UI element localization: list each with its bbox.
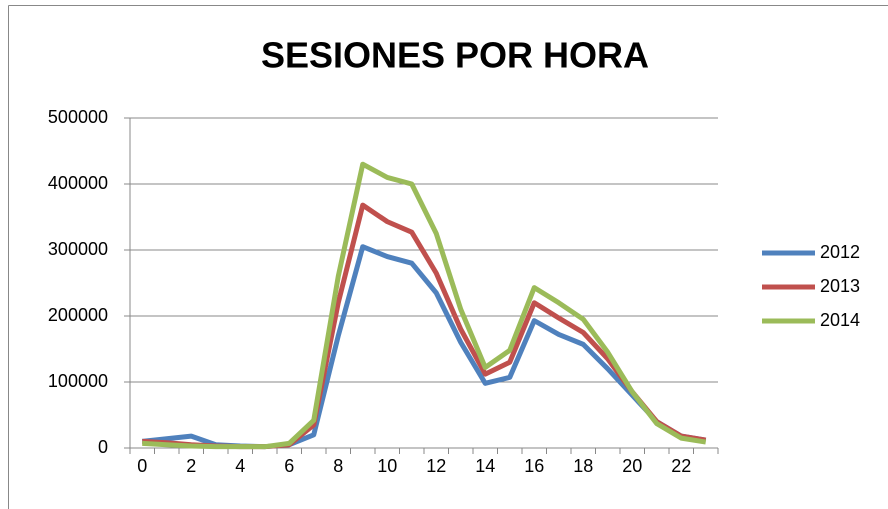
y-tick-label: 0 [98,437,108,457]
legend-label: 2012 [820,242,860,262]
x-tick-label: 18 [573,456,593,476]
legend-label: 2014 [820,310,860,330]
line-series [142,202,707,450]
x-tick-label: 6 [284,456,294,476]
x-tick-label: 16 [524,456,544,476]
line-series [141,244,707,450]
x-tick-label: 22 [671,456,691,476]
x-tick-label: 14 [475,456,495,476]
x-tick-label: 2 [186,456,196,476]
y-tick-label: 200000 [48,305,108,325]
y-tick-label: 100000 [48,371,108,391]
y-tick-label: 300000 [48,239,108,259]
chart-title: SESIONES POR HORA [261,35,649,76]
legend-label: 2013 [820,276,860,296]
x-tick-label: 0 [137,456,147,476]
x-tick-label: 10 [377,456,397,476]
x-tick-label: 8 [333,456,343,476]
y-tick-label: 400000 [48,173,108,193]
x-tick-label: 4 [235,456,245,476]
x-tick-label: 12 [426,456,446,476]
x-tick-label: 20 [622,456,642,476]
line-series [142,161,707,450]
y-tick-label: 500000 [48,107,108,127]
